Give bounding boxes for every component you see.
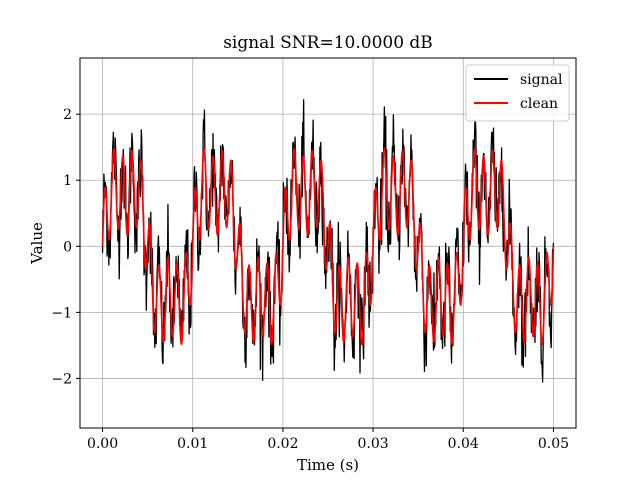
- y-tick-label: 1: [63, 173, 72, 189]
- x-tick-label: 0.05: [538, 436, 569, 452]
- x-tick-label: 0.01: [177, 436, 208, 452]
- plot-frame: [79, 57, 577, 429]
- x-axis-label: Time (s): [297, 456, 359, 474]
- legend-label-signal: signal: [520, 72, 563, 88]
- series-layer: [101, 99, 555, 383]
- chart-title: signal SNR=10.0000 dB: [223, 33, 433, 53]
- y-tick-label: −1: [51, 305, 72, 321]
- x-tick-label: 0.03: [358, 436, 389, 452]
- legend: signal clean: [465, 64, 570, 122]
- ticks-layer: 0.00 0.01 0.02 0.03 0.04 0.05 −2 −1 0 1 2: [51, 107, 569, 452]
- y-tick-label: 0: [63, 239, 72, 255]
- y-tick-label: −2: [51, 371, 72, 387]
- legend-label-clean: clean: [520, 96, 558, 112]
- series-line-clean: [101, 147, 555, 346]
- x-tick-label: 0.04: [448, 436, 479, 452]
- y-tick-label: 2: [63, 107, 72, 123]
- x-tick-label: 0.00: [87, 436, 118, 452]
- y-axis-label: Value: [28, 222, 46, 265]
- x-tick-label: 0.02: [267, 436, 298, 452]
